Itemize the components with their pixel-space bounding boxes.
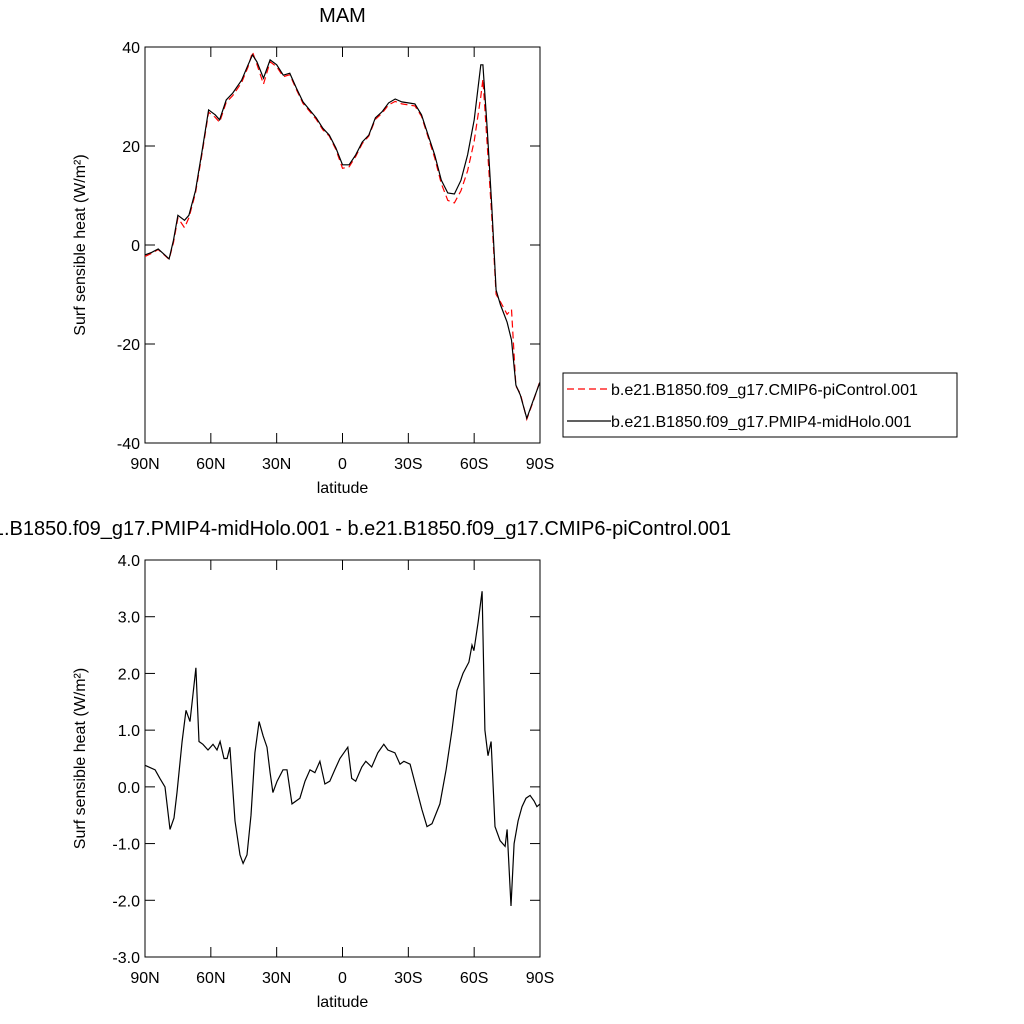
x-tick-label: 90S bbox=[526, 970, 554, 987]
x-tick-label: 60S bbox=[460, 456, 488, 473]
y-tick-label: 3.0 bbox=[118, 610, 140, 627]
y-tick-label: 20 bbox=[122, 139, 140, 156]
y-tick-label: -2.0 bbox=[112, 893, 140, 910]
x-tick-label: 30S bbox=[394, 456, 422, 473]
y-tick-label: 0.0 bbox=[118, 780, 140, 797]
y-tick-label: 0 bbox=[131, 238, 140, 255]
x-tick-label: 0 bbox=[338, 456, 347, 473]
x-tick-label: 30S bbox=[394, 970, 422, 987]
y-tick-label: -20 bbox=[117, 337, 140, 354]
y-tick-label: -3.0 bbox=[112, 950, 140, 967]
y-axis-label: Surf sensible heat (W/m²) bbox=[72, 154, 89, 335]
x-axis-label: latitude bbox=[317, 994, 369, 1011]
data-line bbox=[144, 53, 541, 421]
legend-label: b.e21.B1850.f09_g17.CMIP6-piControl.001 bbox=[611, 382, 918, 399]
y-tick-label: -1.0 bbox=[112, 837, 140, 854]
data-line bbox=[144, 591, 541, 907]
chart-title: b.e21.B1850.f09_g17.PMIP4-midHolo.001 - … bbox=[0, 518, 731, 540]
y-tick-label: 40 bbox=[122, 40, 140, 57]
data-line bbox=[144, 49, 541, 422]
y-tick-label: -40 bbox=[117, 436, 140, 453]
x-tick-label: 60N bbox=[196, 970, 225, 987]
x-tick-label: 0 bbox=[338, 970, 347, 987]
chart-title: MAM bbox=[319, 5, 366, 27]
x-tick-label: 90N bbox=[130, 970, 159, 987]
x-tick-label: 60S bbox=[460, 970, 488, 987]
plot-frame bbox=[144, 46, 541, 444]
x-tick-label: 90N bbox=[130, 456, 159, 473]
x-axis-label: latitude bbox=[317, 480, 369, 497]
y-tick-label: 1.0 bbox=[118, 723, 140, 740]
y-axis-label: Surf sensible heat (W/m²) bbox=[72, 668, 89, 849]
legend-box bbox=[562, 372, 958, 438]
legend-label: b.e21.B1850.f09_g17.PMIP4-midHolo.001 bbox=[611, 414, 912, 431]
y-tick-label: 2.0 bbox=[118, 666, 140, 683]
x-tick-label: 30N bbox=[262, 970, 291, 987]
x-tick-label: 90S bbox=[526, 456, 554, 473]
plot-frame bbox=[144, 559, 541, 958]
x-tick-label: 30N bbox=[262, 456, 291, 473]
x-tick-label: 60N bbox=[196, 456, 225, 473]
y-tick-label: 4.0 bbox=[118, 553, 140, 570]
